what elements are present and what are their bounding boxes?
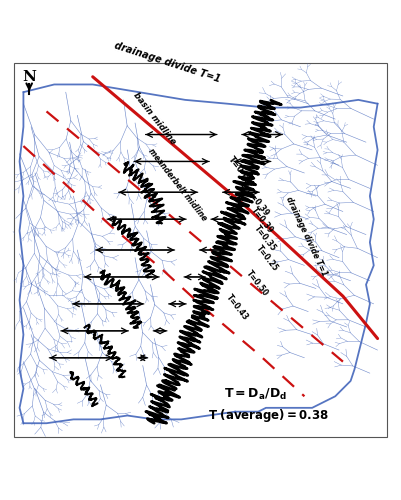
Text: basin midline: basin midline (131, 90, 177, 146)
Text: T=0: T=0 (226, 155, 244, 175)
Text: Da: Da (238, 172, 252, 186)
Text: Dd: Dd (238, 181, 252, 196)
Text: $\mathbf{T\ (average) = 0.38}$: $\mathbf{T\ (average) = 0.38}$ (208, 408, 329, 424)
Text: meanderbelt midline: meanderbelt midline (146, 147, 209, 223)
Text: drainage divide T=1: drainage divide T=1 (113, 40, 222, 84)
Text: T=0.39: T=0.39 (245, 188, 271, 218)
Text: T=0.35: T=0.35 (253, 224, 278, 252)
Text: T=0.39: T=0.39 (249, 206, 275, 235)
Text: drainage divide T=1: drainage divide T=1 (284, 194, 329, 277)
Text: T=0.25: T=0.25 (254, 244, 279, 274)
Text: $\mathbf{T= D_a/D_d}$: $\mathbf{T= D_a/D_d}$ (224, 387, 287, 402)
Text: N: N (22, 70, 36, 84)
Text: T=0.43: T=0.43 (224, 292, 249, 322)
Text: T=0.50: T=0.50 (244, 268, 269, 298)
